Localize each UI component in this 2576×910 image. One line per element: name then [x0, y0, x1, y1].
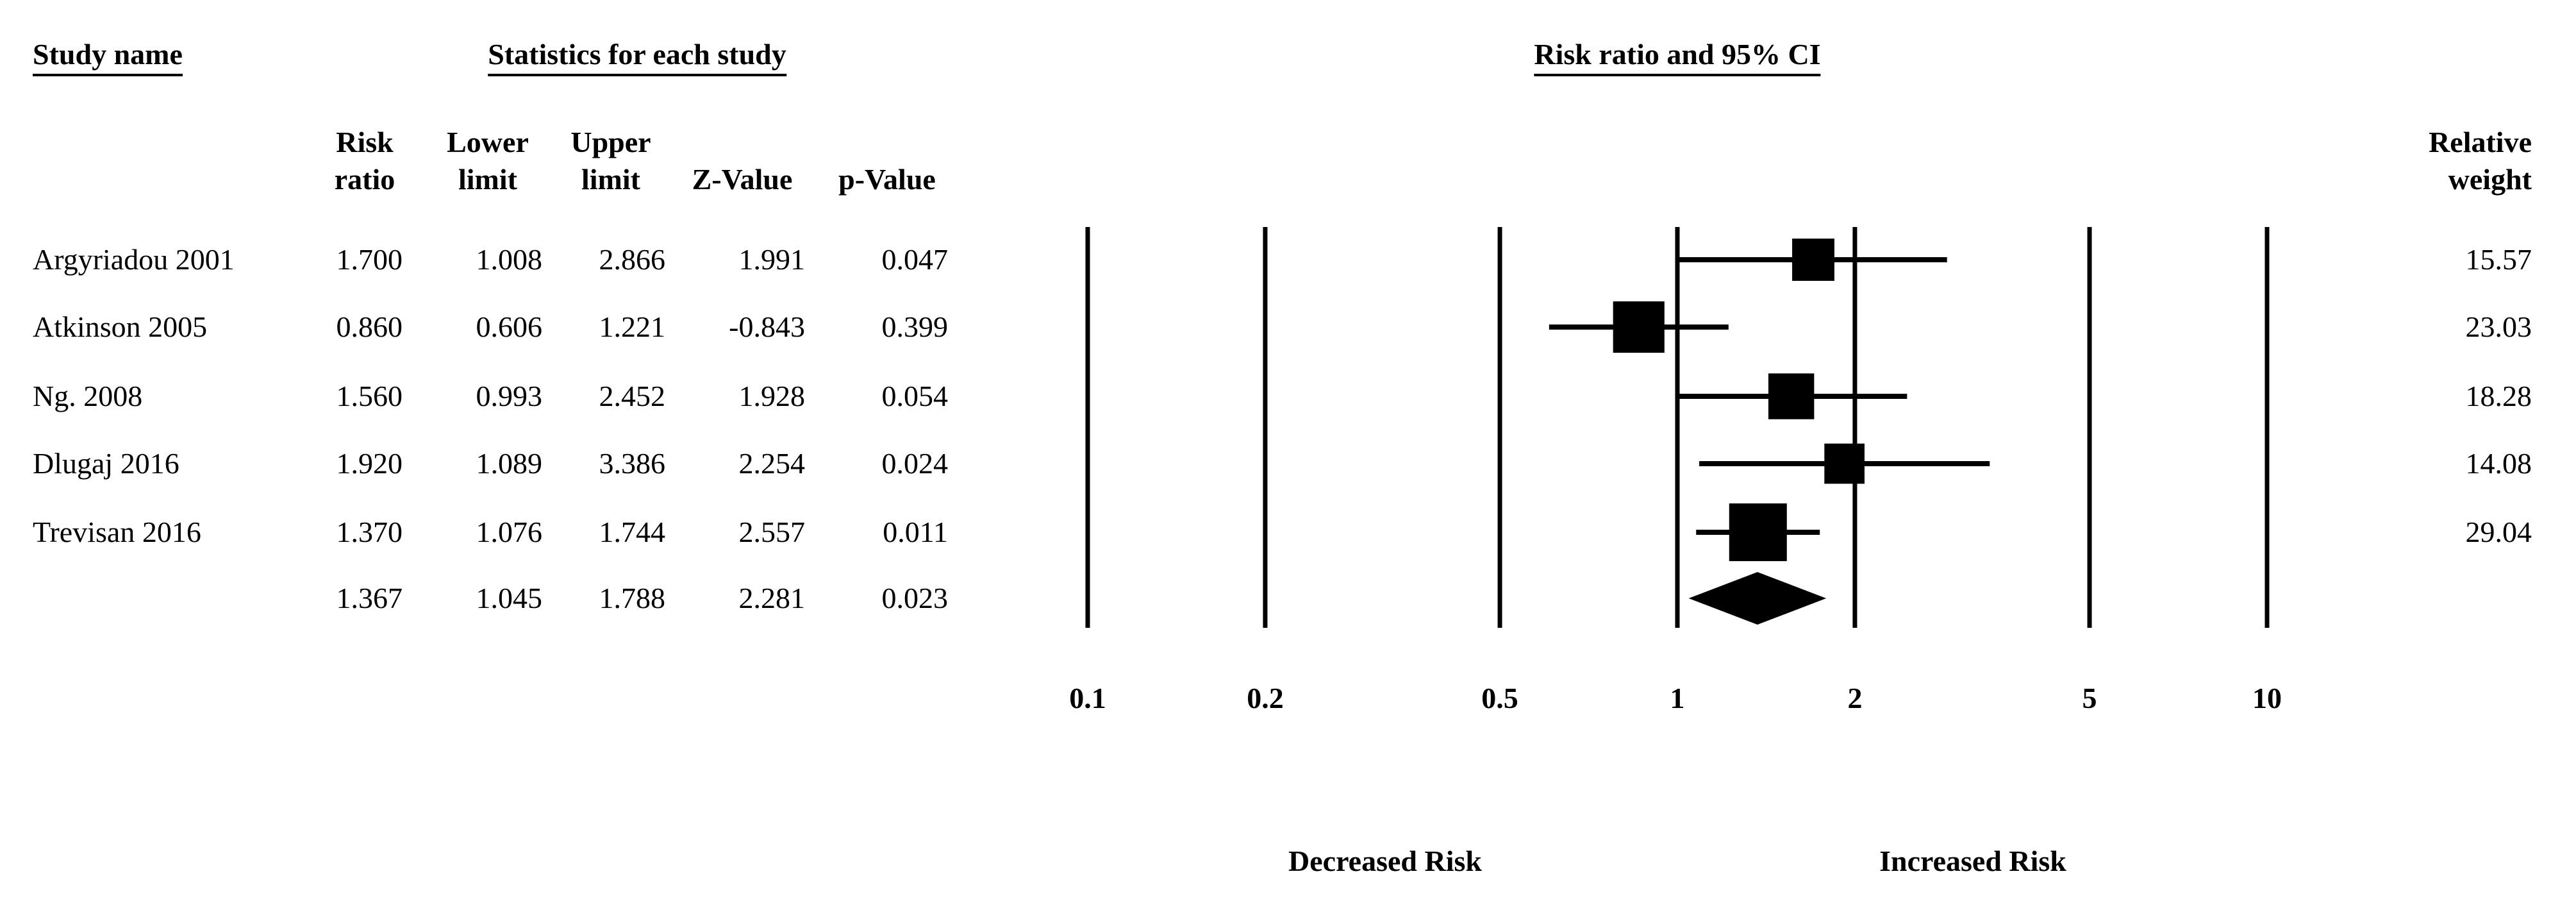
column-header: p-Value: [838, 163, 936, 196]
cell-value: 1.560: [336, 380, 403, 412]
study-header: Study name: [33, 37, 183, 76]
x-tick-label: 10: [2252, 682, 2282, 714]
cell-value: 1.700: [336, 243, 403, 276]
cell-value: -0.843: [729, 310, 805, 343]
cell-value: 1.991: [738, 243, 806, 276]
plot-title: Risk ratio and 95% CI: [1534, 37, 1821, 76]
cell-value: 2.557: [738, 516, 806, 548]
cell-value: 0.047: [881, 243, 949, 276]
cell-value: 1.928: [738, 380, 806, 412]
cell-value: 2.254: [738, 447, 806, 480]
x-tick-label: 0.5: [1481, 682, 1518, 714]
study-name: Dlugaj 2016: [33, 447, 179, 480]
cell-value: 0.054: [881, 380, 949, 412]
column-header: Z-Value: [692, 163, 793, 196]
cell-value: 1.089: [476, 447, 543, 480]
cell-value: 1.744: [599, 516, 666, 548]
column-header: Upper limit: [570, 126, 651, 196]
cell-value: 1.370: [336, 516, 403, 548]
cell-value: 1.221: [599, 310, 666, 343]
study-box: [1824, 443, 1865, 484]
column-header: Risk ratio: [334, 126, 395, 196]
cell-value: 1.076: [476, 516, 543, 548]
stats-header: Statistics for each study: [488, 37, 786, 76]
weight-value: 18.28: [2465, 380, 2532, 412]
cell-value: 0.011: [883, 516, 948, 548]
weight-value: 23.03: [2465, 310, 2532, 343]
cell-value: 3.386: [599, 447, 666, 480]
study-box: [1613, 301, 1665, 353]
study-box: [1792, 239, 1834, 281]
x-tick-label: 5: [2082, 682, 2097, 714]
weight-value: 29.04: [2465, 516, 2532, 548]
cell-value: 1.788: [599, 582, 666, 614]
cell-value: 1.367: [336, 582, 403, 614]
direction-label: Decreased Risk: [1288, 845, 1482, 877]
study-name: Ng. 2008: [33, 380, 143, 412]
x-tick-label: 0.2: [1247, 682, 1284, 714]
summary-diamond: [1688, 572, 1827, 625]
study-name: Trevisan 2016: [33, 516, 201, 548]
cell-value: 0.023: [881, 582, 949, 614]
weight-value: 14.08: [2465, 447, 2532, 480]
cell-value: 0.024: [881, 447, 949, 480]
study-name: Argyriadou 2001: [33, 243, 235, 276]
cell-value: 2.452: [599, 380, 666, 412]
direction-label: Increased Risk: [1879, 845, 2066, 877]
cell-value: 0.860: [336, 310, 403, 343]
cell-value: 0.606: [476, 310, 543, 343]
cell-value: 2.281: [738, 582, 806, 614]
weight-value: 15.57: [2465, 243, 2532, 276]
cell-value: 1.920: [336, 447, 403, 480]
weight-header: Relative weight: [2429, 126, 2532, 196]
x-tick-label: 2: [1847, 682, 1863, 714]
cell-value: 0.399: [881, 310, 949, 343]
column-header: Lower limit: [447, 126, 529, 196]
cell-value: 0.993: [476, 380, 543, 412]
x-tick-label: 1: [1670, 682, 1685, 714]
cell-value: 2.866: [599, 243, 666, 276]
study-name: Atkinson 2005: [33, 310, 208, 343]
cell-value: 1.045: [476, 582, 543, 614]
x-tick-label: 0.1: [1069, 682, 1106, 714]
cell-value: 1.008: [476, 243, 543, 276]
study-box: [1729, 503, 1787, 561]
study-box: [1768, 373, 1815, 419]
